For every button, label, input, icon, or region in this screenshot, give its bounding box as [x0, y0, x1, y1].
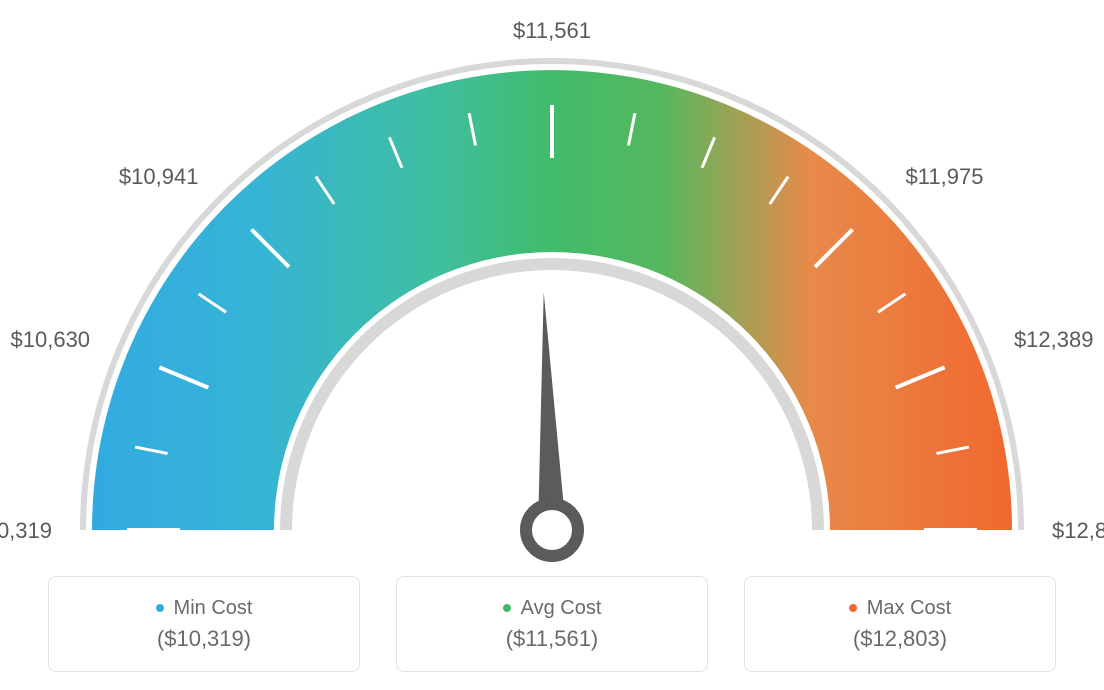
- gauge-area: $10,319 $10,630 $10,941 $11,561 $11,975 $12,3…: [0, 0, 1104, 560]
- avg-cost-value: ($11,561): [506, 626, 599, 652]
- gauge-tick-label: $11,561: [507, 18, 597, 44]
- gauge-needle: [538, 292, 566, 530]
- gauge-tick-label: $11,975: [906, 164, 984, 190]
- chart-container: $10,319 $10,630 $10,941 $11,561 $11,975 $12,3…: [0, 0, 1104, 690]
- max-cost-title: Max Cost: [849, 597, 951, 620]
- max-cost-label: Max Cost: [867, 597, 951, 620]
- gauge-tick-label: $10,941: [108, 164, 198, 190]
- avg-cost-label: Avg Cost: [521, 597, 602, 620]
- avg-dot-icon: [503, 604, 511, 612]
- max-cost-card: Max Cost ($12,803): [744, 576, 1056, 672]
- min-dot-icon: [156, 604, 164, 612]
- gauge-svg: [42, 50, 1062, 570]
- gauge-tick-label: $12,389: [1014, 327, 1094, 353]
- avg-cost-title: Avg Cost: [503, 597, 602, 620]
- summary-cards: Min Cost ($10,319) Avg Cost ($11,561) Ma…: [0, 576, 1104, 672]
- gauge-tick-label: $10,630: [0, 327, 90, 353]
- max-cost-value: ($12,803): [853, 626, 947, 652]
- avg-cost-card: Avg Cost ($11,561): [396, 576, 708, 672]
- min-cost-label: Min Cost: [174, 597, 253, 620]
- gauge-hub: [526, 504, 578, 556]
- max-dot-icon: [849, 604, 857, 612]
- min-cost-value: ($10,319): [157, 626, 251, 652]
- gauge-tick-label: $12,803: [1052, 518, 1104, 544]
- min-cost-card: Min Cost ($10,319): [48, 576, 360, 672]
- min-cost-title: Min Cost: [156, 597, 253, 620]
- gauge-tick-label: $10,319: [0, 518, 52, 544]
